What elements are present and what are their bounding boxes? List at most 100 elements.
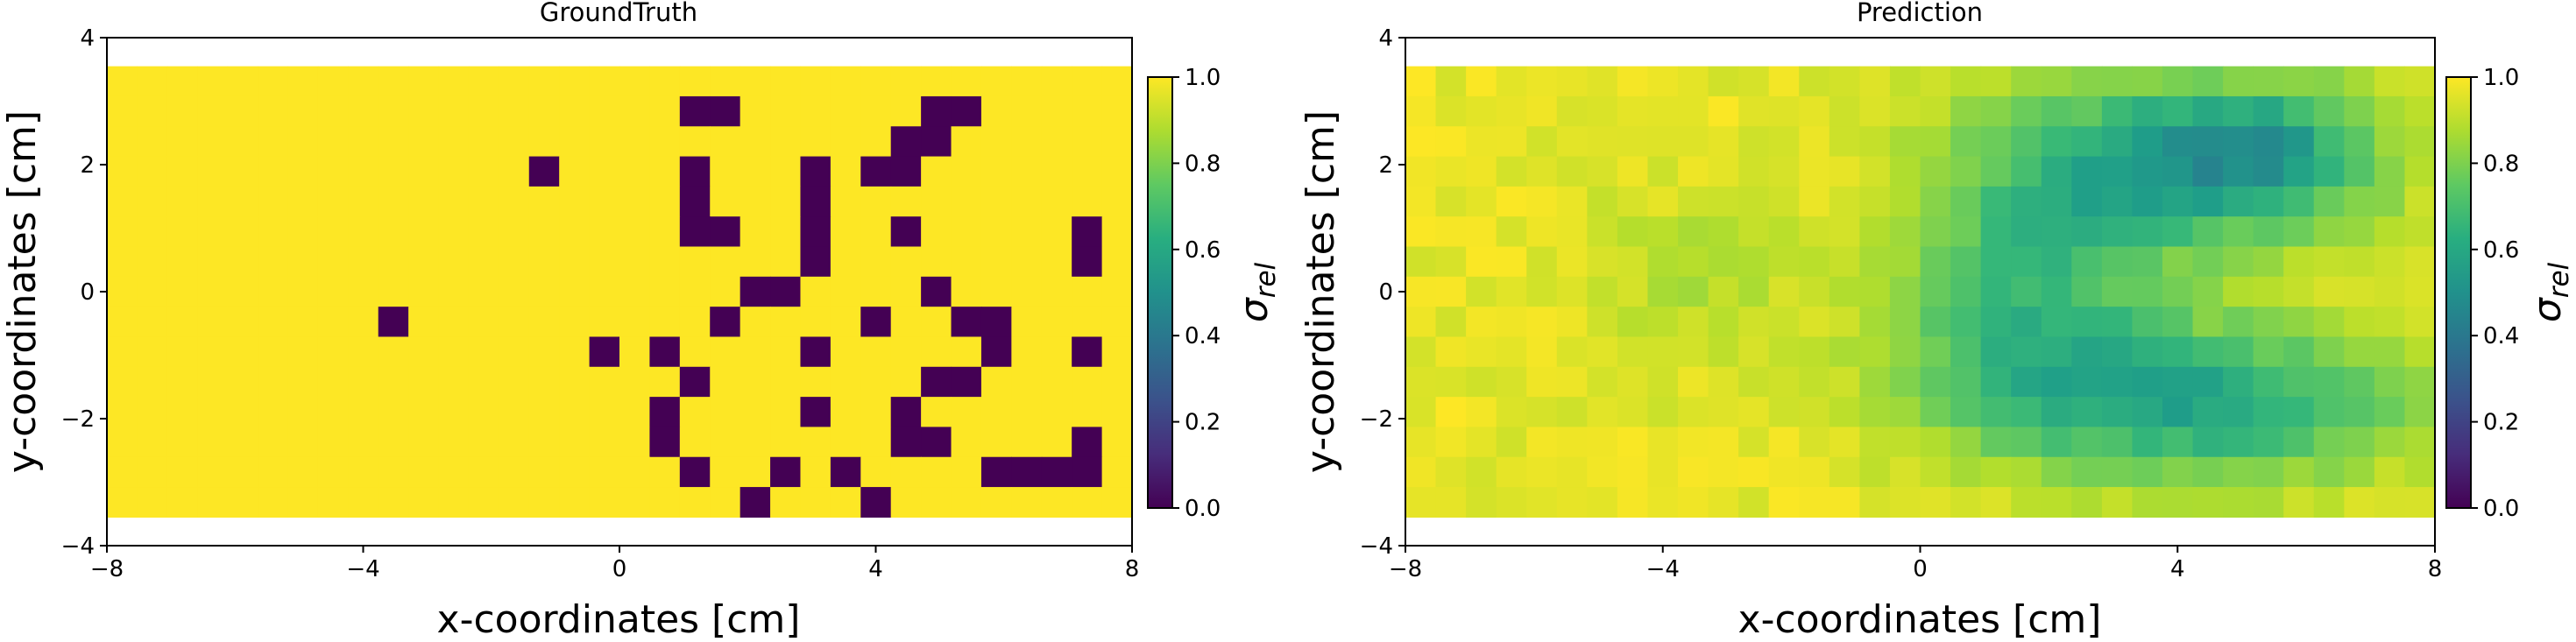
- heatmap-cell: [619, 336, 651, 368]
- heatmap-cell: [2223, 307, 2254, 338]
- heatmap-cell: [258, 246, 289, 278]
- heatmap-cell: [589, 456, 620, 488]
- heatmap-cell: [227, 397, 258, 428]
- heatmap-cell: [1647, 216, 1679, 248]
- heatmap-cell: [1708, 126, 1739, 158]
- heatmap-cell: [1980, 336, 2012, 368]
- heatmap-cell: [1617, 216, 1649, 248]
- heatmap-cell: [2101, 246, 2134, 278]
- heatmap-cell: [770, 216, 802, 248]
- heatmap-cell: [890, 276, 922, 307]
- heatmap-cell: [1950, 186, 1982, 217]
- heatmap-cell: [921, 216, 952, 248]
- heatmap-cell: [1556, 216, 1588, 248]
- heatmap-cell: [197, 246, 229, 278]
- heatmap-cell: [1617, 427, 1649, 458]
- heatmap-cell: [800, 246, 832, 278]
- y-tick-label: −2: [61, 406, 95, 433]
- heatmap-cell: [287, 487, 319, 518]
- heatmap-cell: [921, 276, 952, 307]
- heatmap-cell: [1678, 276, 1709, 307]
- heatmap-cell: [1768, 276, 1800, 307]
- heatmap-cell: [830, 66, 861, 97]
- heatmap-cell: [1678, 216, 1709, 248]
- heatmap-cell: [1889, 126, 1921, 158]
- heatmap-cell: [408, 246, 440, 278]
- heatmap-cell: [1799, 307, 1830, 338]
- heatmap-cell: [2041, 66, 2072, 97]
- heatmap-cell: [107, 216, 138, 248]
- heatmap-cell: [679, 126, 711, 158]
- heatmap-cell: [710, 336, 741, 368]
- heatmap-cell: [287, 427, 319, 458]
- heatmap-cell: [438, 276, 470, 307]
- x-tick-label: 0: [612, 556, 627, 582]
- colorbar-tick-label: 0.0: [1185, 496, 1221, 522]
- heatmap-cell: [1738, 66, 1770, 97]
- heatmap-cell: [378, 246, 409, 278]
- heatmap-cell: [1072, 156, 1103, 187]
- heatmap-cell: [1950, 366, 1982, 398]
- heatmap-cell: [2283, 216, 2315, 248]
- colorbar-tick-label: 0.4: [2483, 323, 2519, 349]
- heatmap-cell: [890, 366, 922, 398]
- heatmap-cell: [1768, 397, 1800, 428]
- heatmap-cell: [2313, 186, 2345, 217]
- heatmap-cell: [1466, 95, 1497, 127]
- heatmap-cell: [227, 126, 258, 158]
- heatmap-cell: [1072, 216, 1103, 248]
- heatmap-cell: [2283, 126, 2315, 158]
- heatmap-cell: [2011, 366, 2042, 398]
- colorbar-tick-label: 1.0: [2483, 65, 2519, 91]
- heatmap-cell: [408, 216, 440, 248]
- heatmap-cell: [2253, 95, 2284, 127]
- heatmap-cell: [1889, 397, 1921, 428]
- heatmap-cell: [166, 427, 198, 458]
- heatmap-cell: [1072, 66, 1103, 97]
- heatmap-cell: [2041, 126, 2072, 158]
- heatmap-cell: [2011, 186, 2042, 217]
- heatmap-cell: [679, 487, 711, 518]
- heatmap-cell: [1829, 456, 1860, 488]
- heatmap-cell: [1647, 336, 1679, 368]
- heatmap-cell: [378, 156, 409, 187]
- heatmap-cell: [1556, 307, 1588, 338]
- heatmap-cell: [1859, 186, 1891, 217]
- heatmap-cell: [1799, 366, 1830, 398]
- heatmap-cell: [2253, 336, 2284, 368]
- heatmap-cell: [137, 397, 168, 428]
- heatmap-cell: [1556, 156, 1588, 187]
- colorbar-tick-label: 0.2: [1185, 410, 1221, 436]
- heatmap-cell: [1950, 216, 1982, 248]
- heatmap-cell: [1587, 95, 1618, 127]
- heatmap-cell: [137, 336, 168, 368]
- heatmap-cell: [740, 66, 771, 97]
- heatmap-cell: [890, 427, 922, 458]
- heatmap-cell: [1041, 246, 1072, 278]
- heatmap-cell: [197, 487, 229, 518]
- heatmap-cell: [589, 126, 620, 158]
- heatmap-cell: [227, 276, 258, 307]
- heatmap-cell: [830, 246, 861, 278]
- heatmap-cell: [378, 456, 409, 488]
- y-axis: −4 −2 0 2 4: [1360, 25, 1405, 560]
- heatmap-cell: [1041, 427, 1072, 458]
- heatmap-cell: [559, 336, 591, 368]
- y-axis-label: y-coordinates [cm]: [1299, 110, 1343, 473]
- heatmap-cell: [499, 366, 530, 398]
- heatmap-cell: [1950, 126, 1982, 158]
- heatmap-cell: [770, 66, 802, 97]
- heatmap-cell: [589, 487, 620, 518]
- heatmap-cell: [1920, 276, 1951, 307]
- heatmap-cell: [2344, 307, 2375, 338]
- heatmap-cell: [740, 427, 771, 458]
- heatmap-cell: [2162, 246, 2194, 278]
- heatmap-cell: [800, 276, 832, 307]
- heatmap-cell: [800, 216, 832, 248]
- heatmap-cell: [1011, 427, 1043, 458]
- heatmap-cell: [348, 95, 379, 127]
- heatmap-cell: [1587, 456, 1618, 488]
- heatmap-cell: [860, 246, 892, 278]
- heatmap-cell: [1072, 95, 1103, 127]
